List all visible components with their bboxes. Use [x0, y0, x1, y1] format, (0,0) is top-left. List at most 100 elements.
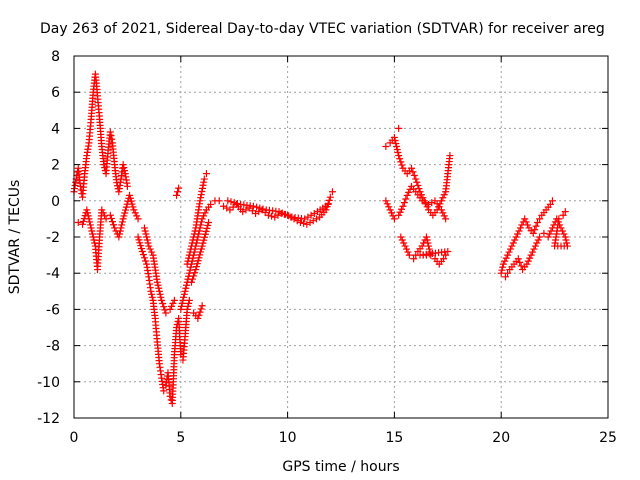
track-point — [180, 290, 188, 298]
track-point — [560, 230, 568, 238]
track-point — [526, 254, 534, 262]
track-point — [82, 155, 90, 163]
data-point — [516, 224, 524, 232]
track-point — [184, 257, 192, 265]
data-point — [326, 193, 334, 201]
track-point — [502, 254, 510, 262]
data-point — [412, 175, 420, 183]
track-point — [498, 266, 506, 274]
track-point — [116, 230, 124, 238]
y-axis: -12 -10 -8 -6 -4 -2 0 2 4 6 8 — [37, 49, 608, 427]
data-point — [395, 124, 403, 132]
track-point — [144, 270, 152, 278]
track-point — [514, 230, 522, 238]
track-point — [534, 236, 542, 244]
x-tick-label: 20 — [492, 430, 510, 446]
track-point — [511, 236, 519, 244]
track-point — [562, 236, 570, 244]
track-point — [501, 257, 509, 265]
data-point — [534, 219, 542, 227]
track-point — [101, 212, 109, 220]
track-point — [143, 236, 151, 244]
x-tick-label: 10 — [279, 430, 297, 446]
track-point — [410, 171, 418, 179]
series-group — [134, 224, 193, 408]
track-point — [88, 227, 96, 235]
track-point — [80, 173, 88, 181]
track-point — [169, 299, 177, 307]
track-point — [499, 263, 507, 271]
x-tick-label: 5 — [176, 430, 185, 446]
data-point — [140, 224, 148, 232]
data-point — [497, 269, 505, 277]
x-axis-label: GPS time / hours — [282, 459, 399, 475]
track-point — [391, 136, 399, 144]
track-point — [185, 254, 193, 262]
track-point — [394, 149, 402, 157]
track-point — [131, 209, 139, 217]
data-point — [87, 224, 95, 232]
track-point — [157, 293, 165, 301]
track-point — [416, 194, 424, 202]
track-point — [144, 239, 152, 247]
track-point — [521, 263, 529, 271]
data-point — [393, 143, 401, 150]
data-point — [202, 170, 210, 178]
track-point — [536, 215, 544, 223]
track-point — [199, 239, 207, 247]
track-point — [414, 181, 422, 189]
track-point — [108, 135, 116, 143]
track-point — [153, 335, 161, 343]
track-point — [393, 146, 401, 154]
track-point — [205, 203, 213, 211]
data-point — [410, 255, 418, 263]
x-tick-label: 25 — [599, 430, 617, 446]
track-point — [416, 245, 424, 253]
data-point — [382, 143, 390, 150]
y-axis-label: SDTVAR / TECUs — [7, 180, 23, 295]
data-point — [501, 273, 509, 281]
data-point — [508, 242, 516, 250]
track-point — [425, 242, 433, 250]
data-point — [531, 242, 539, 250]
track-point — [185, 299, 193, 307]
y-tick-label: -12 — [37, 411, 60, 427]
track-point — [300, 219, 308, 227]
data-point — [111, 224, 119, 232]
track-point — [86, 218, 94, 226]
track-point — [188, 239, 196, 247]
track-point — [84, 209, 92, 217]
track-point — [110, 157, 118, 165]
track-point — [312, 215, 320, 223]
track-point — [197, 305, 205, 313]
track-point — [154, 281, 162, 289]
track-point — [516, 258, 524, 266]
track-point — [413, 178, 421, 186]
track-point — [155, 287, 163, 295]
track-point — [179, 296, 187, 304]
data-point — [200, 175, 208, 183]
data-point — [561, 208, 569, 216]
track-point — [272, 207, 280, 215]
track-point — [402, 195, 410, 203]
track-point — [139, 251, 147, 259]
track-point — [160, 303, 168, 311]
track-point — [148, 293, 156, 301]
track-point — [242, 206, 250, 214]
track-point — [156, 290, 164, 298]
track-point — [320, 208, 328, 216]
data-point — [220, 202, 228, 210]
track-point — [104, 149, 112, 157]
data-point — [561, 233, 569, 241]
track-point — [123, 179, 131, 187]
track-point — [201, 209, 209, 217]
data-point — [215, 197, 223, 205]
track-point — [204, 221, 212, 229]
y-tick-label: 6 — [51, 85, 60, 101]
track-point — [182, 281, 190, 289]
track-point — [285, 212, 293, 220]
track-point — [116, 178, 124, 186]
track-point — [95, 112, 103, 120]
track-point — [322, 202, 330, 210]
data-point — [395, 152, 403, 160]
